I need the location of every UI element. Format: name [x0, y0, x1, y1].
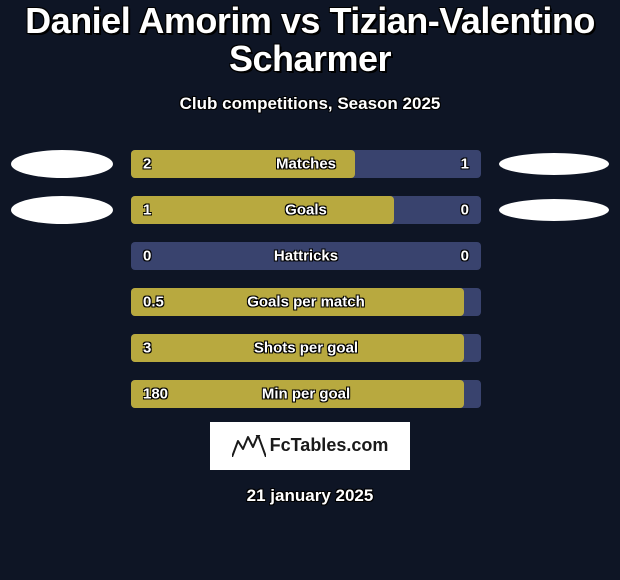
- player-avatar-left: [11, 196, 113, 224]
- stat-bar: 2 1 Matches: [131, 150, 481, 178]
- date-label: 21 january 2025: [0, 486, 620, 506]
- stat-value-left: 0.5: [143, 293, 164, 310]
- stat-label: Min per goal: [262, 385, 350, 402]
- player-avatar-left: [11, 150, 113, 178]
- stat-row: 180 Min per goal: [0, 380, 620, 408]
- stat-value-left: 0: [143, 247, 151, 264]
- stat-value-left: 180: [143, 385, 168, 402]
- stat-row: 0 0 Hattricks: [0, 242, 620, 270]
- stat-value-left: 2: [143, 155, 151, 172]
- stat-bar-fill: [131, 196, 394, 224]
- stat-label: Hattricks: [274, 247, 338, 264]
- stat-bar: 180 Min per goal: [131, 380, 481, 408]
- player-avatar-right: [499, 199, 609, 221]
- player-avatar-right: [499, 153, 609, 175]
- stat-row: 3 Shots per goal: [0, 334, 620, 362]
- logo-text: FcTables.com: [270, 435, 389, 456]
- stat-bar: 0.5 Goals per match: [131, 288, 481, 316]
- stat-bar: 0 0 Hattricks: [131, 242, 481, 270]
- stat-label: Goals per match: [247, 293, 365, 310]
- fctables-icon: [232, 435, 266, 457]
- stat-value-right: 0: [461, 247, 469, 264]
- stat-label: Matches: [276, 155, 336, 172]
- stat-row: 1 0 Goals: [0, 196, 620, 224]
- stat-row: 0.5 Goals per match: [0, 288, 620, 316]
- subtitle: Club competitions, Season 2025: [0, 94, 620, 114]
- stat-row: 2 1 Matches: [0, 150, 620, 178]
- comparison-card: Daniel Amorim vs Tizian-Valentino Scharm…: [0, 0, 620, 580]
- stat-value-left: 3: [143, 339, 151, 356]
- stat-value-right: 0: [461, 201, 469, 218]
- page-title: Daniel Amorim vs Tizian-Valentino Scharm…: [0, 2, 620, 78]
- stat-label: Shots per goal: [254, 339, 358, 356]
- stats-rows: 2 1 Matches 1 0 Goals 0 0 Hattricks 0.5 Goals per …: [0, 150, 620, 408]
- stat-value-left: 1: [143, 201, 151, 218]
- stat-label: Goals: [285, 201, 327, 218]
- stat-bar: 1 0 Goals: [131, 196, 481, 224]
- logo-badge: FcTables.com: [210, 422, 410, 470]
- stat-value-right: 1: [461, 155, 469, 172]
- stat-bar: 3 Shots per goal: [131, 334, 481, 362]
